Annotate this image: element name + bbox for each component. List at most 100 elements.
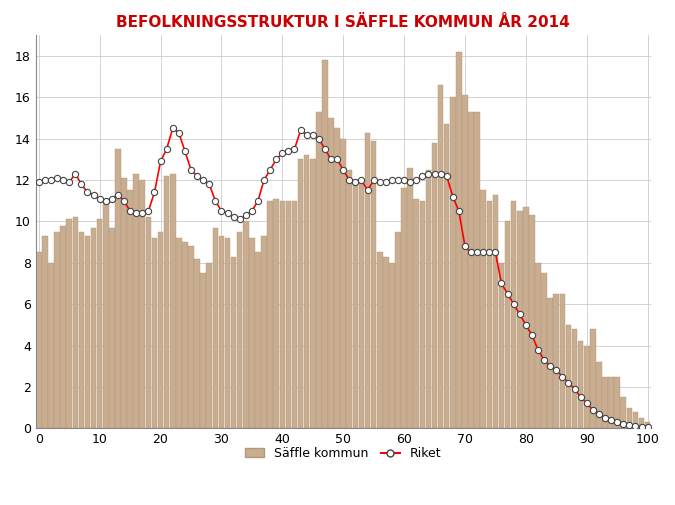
Bar — [249, 238, 254, 428]
Bar — [541, 273, 547, 428]
Title: BEFOLKNINGSSTRUKTUR I SÄFFLE KOMMUN ÅR 2014: BEFOLKNINGSSTRUKTUR I SÄFFLE KOMMUN ÅR 2… — [116, 15, 570, 30]
Bar — [389, 263, 395, 428]
Bar — [78, 232, 84, 428]
Bar — [182, 242, 188, 428]
Bar — [462, 95, 468, 428]
Bar — [152, 238, 157, 428]
Bar — [194, 259, 200, 428]
Bar — [596, 362, 601, 428]
Bar — [475, 112, 480, 428]
Bar — [517, 211, 522, 428]
Bar — [328, 118, 334, 428]
Bar — [334, 128, 340, 428]
Bar — [176, 238, 182, 428]
Bar — [237, 232, 242, 428]
Bar — [261, 236, 267, 428]
Bar — [487, 201, 492, 428]
Legend: Säffle kommun, Riket: Säffle kommun, Riket — [240, 442, 446, 465]
Bar — [243, 221, 248, 428]
Bar — [225, 238, 230, 428]
Bar — [158, 232, 163, 428]
Bar — [267, 201, 273, 428]
Bar — [420, 201, 425, 428]
Bar — [188, 246, 194, 428]
Bar — [128, 190, 133, 428]
Bar — [364, 132, 371, 428]
Bar — [140, 180, 145, 428]
Bar — [134, 174, 139, 428]
Bar — [590, 329, 595, 428]
Bar — [219, 236, 224, 428]
Bar — [97, 219, 103, 428]
Bar — [346, 170, 352, 428]
Bar — [572, 329, 577, 428]
Bar — [273, 198, 279, 428]
Bar — [66, 219, 72, 428]
Bar — [481, 190, 486, 428]
Bar — [468, 112, 474, 428]
Bar — [578, 341, 583, 428]
Bar — [90, 228, 97, 428]
Bar — [310, 160, 315, 428]
Bar — [42, 236, 48, 428]
Bar — [608, 377, 614, 428]
Bar — [352, 180, 358, 428]
Bar — [170, 174, 176, 428]
Bar — [584, 345, 589, 428]
Bar — [292, 201, 297, 428]
Bar — [54, 232, 60, 428]
Bar — [122, 178, 127, 428]
Bar — [456, 52, 462, 428]
Bar — [358, 182, 364, 428]
Bar — [408, 168, 413, 428]
Bar — [632, 412, 639, 428]
Bar — [316, 112, 322, 428]
Bar — [36, 252, 42, 428]
Bar — [620, 397, 626, 428]
Bar — [554, 294, 559, 428]
Bar — [511, 201, 516, 428]
Bar — [639, 418, 645, 428]
Bar — [438, 85, 443, 428]
Bar — [645, 422, 651, 428]
Bar — [626, 408, 632, 428]
Bar — [499, 263, 504, 428]
Bar — [200, 273, 206, 428]
Bar — [84, 236, 90, 428]
Bar — [103, 201, 109, 428]
Bar — [146, 217, 151, 428]
Bar — [48, 263, 54, 428]
Bar — [371, 141, 377, 428]
Bar — [377, 252, 383, 428]
Bar — [560, 294, 565, 428]
Bar — [322, 60, 328, 428]
Bar — [109, 228, 115, 428]
Bar — [286, 201, 291, 428]
Bar — [72, 217, 78, 428]
Bar — [566, 325, 571, 428]
Bar — [340, 139, 346, 428]
Bar — [298, 160, 303, 428]
Bar — [414, 198, 419, 428]
Bar — [432, 143, 437, 428]
Bar — [164, 176, 169, 428]
Bar — [529, 215, 535, 428]
Bar — [231, 257, 236, 428]
Bar — [213, 228, 218, 428]
Bar — [255, 252, 261, 428]
Bar — [547, 298, 553, 428]
Bar — [602, 377, 608, 428]
Bar — [304, 155, 309, 428]
Bar — [505, 221, 510, 428]
Bar — [535, 263, 541, 428]
Bar — [426, 170, 431, 428]
Bar — [383, 257, 389, 428]
Bar — [60, 226, 66, 428]
Bar — [115, 149, 121, 428]
Bar — [523, 207, 529, 428]
Bar — [450, 97, 456, 428]
Bar — [444, 124, 450, 428]
Bar — [401, 188, 407, 428]
Bar — [395, 232, 401, 428]
Bar — [279, 201, 285, 428]
